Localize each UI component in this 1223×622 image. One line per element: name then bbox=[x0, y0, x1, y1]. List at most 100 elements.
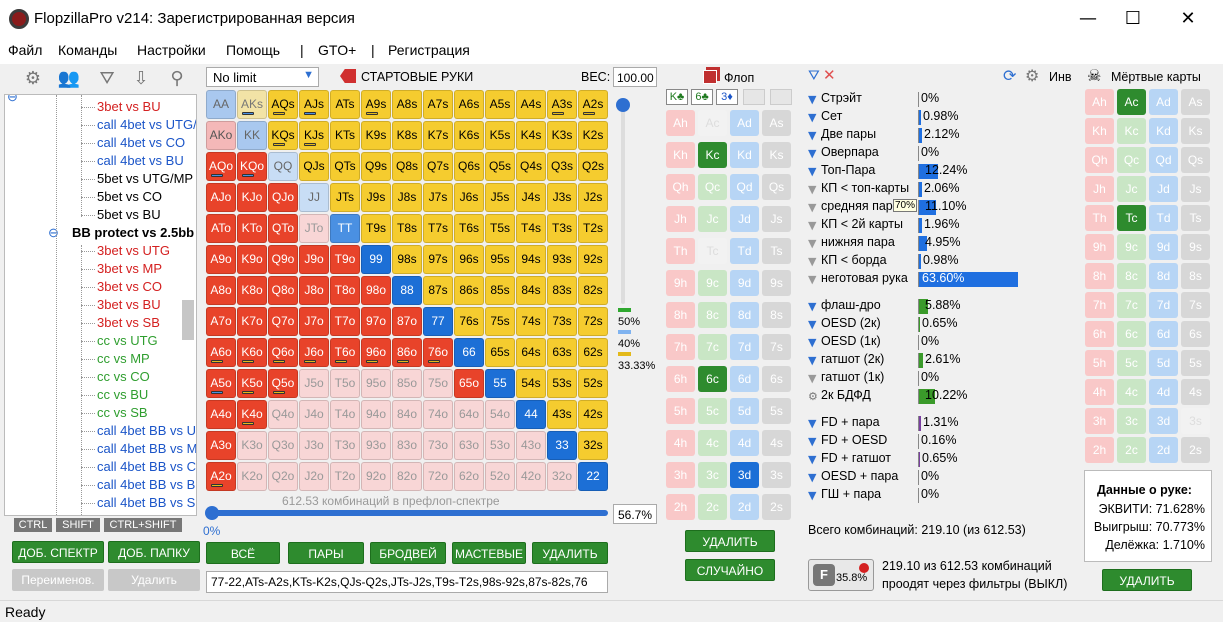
filter-toggle-icon[interactable]: ▼ bbox=[808, 201, 817, 214]
hand-cell[interactable]: J5s bbox=[485, 183, 515, 212]
dead-card-9s[interactable]: 9s bbox=[1181, 234, 1210, 260]
dead-card-8h[interactable]: 8h bbox=[1085, 263, 1114, 289]
hand-cell[interactable]: 99 bbox=[361, 245, 391, 274]
filter-toggle-icon[interactable]: ⚙ bbox=[808, 390, 818, 403]
filter-toggle-icon[interactable]: ▼ bbox=[808, 93, 817, 106]
hand-cell[interactable]: KTs bbox=[330, 121, 360, 150]
hand-cell[interactable]: Q3s bbox=[547, 152, 577, 181]
hand-cell[interactable]: 84s bbox=[516, 276, 546, 305]
flop-card-6h[interactable]: 6h bbox=[666, 366, 695, 392]
gear-icon[interactable]: ⚙ bbox=[1025, 66, 1040, 85]
hand-cell[interactable]: TT bbox=[330, 214, 360, 243]
filter-toggle-icon[interactable]: ▼ bbox=[808, 489, 817, 502]
hand-cell[interactable]: 97o bbox=[361, 307, 391, 336]
flop-card-Jh[interactable]: Jh bbox=[666, 206, 695, 232]
hand-cell[interactable]: 83o bbox=[392, 431, 422, 460]
flop-random-button[interactable]: СЛУЧАЙНО bbox=[685, 559, 775, 581]
tree-item[interactable]: 5bet vs CO bbox=[97, 189, 163, 204]
tree-item[interactable]: cc vs CO bbox=[97, 369, 150, 384]
filter-toggle-icon[interactable]: ▼ bbox=[808, 453, 817, 466]
filter-toggle-icon[interactable]: ▼ bbox=[808, 417, 817, 430]
flop-card-8d[interactable]: 8d bbox=[730, 302, 759, 328]
hand-cell[interactable]: K3s bbox=[547, 121, 577, 150]
flop-card-6c[interactable]: 6c bbox=[698, 366, 727, 392]
hand-cell[interactable]: Q7o bbox=[268, 307, 298, 336]
tree-item[interactable]: call 4bet BB vs M bbox=[97, 441, 197, 456]
tree-item[interactable]: 5bet vs BU bbox=[97, 207, 161, 222]
flop-card-3s[interactable]: 3s bbox=[762, 462, 791, 488]
hand-cell[interactable]: K6s bbox=[454, 121, 484, 150]
range-slider-track[interactable] bbox=[206, 510, 608, 516]
hand-cell[interactable]: Q5s bbox=[485, 152, 515, 181]
dead-card-4h[interactable]: 4h bbox=[1085, 379, 1114, 405]
hand-cell[interactable]: Q2o bbox=[268, 462, 298, 491]
flop-card-Jd[interactable]: Jd bbox=[730, 206, 759, 232]
tree-item[interactable]: BB protect vs 2.5bb bbox=[72, 225, 195, 240]
hand-cell[interactable]: 84o bbox=[392, 400, 422, 429]
refresh-icon[interactable]: ⟳ bbox=[1003, 66, 1017, 85]
hand-cell[interactable]: AJo bbox=[206, 183, 236, 212]
dead-card-Jh[interactable]: Jh bbox=[1085, 176, 1114, 202]
hand-cell[interactable]: K5o bbox=[237, 369, 267, 398]
broadway-button[interactable]: БРОДВЕЙ bbox=[370, 542, 446, 564]
flop-card-grid[interactable]: Ah Ac Ad As Kh Kc Kd Ks Qh Qc Qd Qs Jh Jc Jd Js Th Tc Td Ts… bbox=[666, 110, 794, 526]
filter-toggle-button[interactable]: F 35.8% bbox=[808, 559, 874, 591]
flop-card-8h[interactable]: 8h bbox=[666, 302, 695, 328]
hand-cell[interactable]: KQo bbox=[237, 152, 267, 181]
tree-item[interactable]: 3bet vs SB bbox=[97, 315, 160, 330]
arrow-left-icon[interactable] bbox=[340, 69, 356, 83]
flop-card-9c[interactable]: 9c bbox=[698, 270, 727, 296]
hand-cell[interactable]: 52o bbox=[485, 462, 515, 491]
river-card-slot[interactable] bbox=[770, 89, 792, 105]
hand-cell[interactable]: 76s bbox=[454, 307, 484, 336]
flop-card-5d[interactable]: 5d bbox=[730, 398, 759, 424]
dead-card-3s[interactable]: 3s bbox=[1181, 408, 1210, 434]
hand-cell[interactable]: J7o bbox=[299, 307, 329, 336]
hand-cell[interactable]: 73s bbox=[547, 307, 577, 336]
hand-cell[interactable]: ATo bbox=[206, 214, 236, 243]
dead-card-3h[interactable]: 3h bbox=[1085, 408, 1114, 434]
hand-cell[interactable]: 77 bbox=[423, 307, 453, 336]
flop-card-2c[interactable]: 2c bbox=[698, 494, 727, 520]
flop-card-2s[interactable]: 2s bbox=[762, 494, 791, 520]
rename-button[interactable]: Переименов. bbox=[12, 569, 104, 591]
flop-card-3d[interactable]: 3d bbox=[730, 462, 759, 488]
hand-cell[interactable]: 64o bbox=[454, 400, 484, 429]
flop-card-2d[interactable]: 2d bbox=[730, 494, 759, 520]
hand-cell[interactable]: 87s bbox=[423, 276, 453, 305]
dead-card-Qd[interactable]: Qd bbox=[1149, 147, 1178, 173]
flop-card-5h[interactable]: 5h bbox=[666, 398, 695, 424]
dead-card-2h[interactable]: 2h bbox=[1085, 437, 1114, 463]
hand-cell[interactable]: T9o bbox=[330, 245, 360, 274]
dead-card-Kc[interactable]: Kc bbox=[1117, 118, 1146, 144]
pairs-button[interactable]: ПАРЫ bbox=[288, 542, 364, 564]
filter-toggle-icon[interactable]: ▼ bbox=[808, 354, 817, 367]
tree-item[interactable]: cc vs UTG bbox=[97, 333, 158, 348]
hand-cell[interactable]: 42o bbox=[516, 462, 546, 491]
tree-item[interactable]: call 4bet BB vs S bbox=[97, 495, 196, 510]
hand-cell[interactable]: J4s bbox=[516, 183, 546, 212]
filter-toggle-icon[interactable]: ▼ bbox=[808, 183, 817, 196]
dead-card-7h[interactable]: 7h bbox=[1085, 292, 1114, 318]
hand-cell[interactable]: A5s bbox=[485, 90, 515, 119]
hand-cell[interactable]: Q6s bbox=[454, 152, 484, 181]
hand-cell[interactable]: JTs bbox=[330, 183, 360, 212]
hand-cell[interactable]: J9s bbox=[361, 183, 391, 212]
dead-card-Qh[interactable]: Qh bbox=[1085, 147, 1114, 173]
hand-cell[interactable]: Q8s bbox=[392, 152, 422, 181]
tree-item[interactable]: call 4bet vs CO bbox=[97, 135, 186, 150]
filter-toggle-icon[interactable]: ▼ bbox=[808, 273, 817, 286]
flop-card-4c[interactable]: 4c bbox=[698, 430, 727, 456]
hand-cell[interactable]: 32o bbox=[547, 462, 577, 491]
filter-toggle-icon[interactable]: ▼ bbox=[808, 237, 817, 250]
filter-icon[interactable]: ⛛ bbox=[99, 68, 115, 89]
hand-cell[interactable]: Q3o bbox=[268, 431, 298, 460]
flop-card-3c[interactable]: 3c bbox=[698, 462, 727, 488]
dead-card-Qs[interactable]: Qs bbox=[1181, 147, 1210, 173]
flop-card-Ah[interactable]: Ah bbox=[666, 110, 695, 136]
hand-cell[interactable]: T8s bbox=[392, 214, 422, 243]
hand-grid[interactable]: AA AKs AQs AJs ATs A9s A8s A7s A6s A5s A4s A3s A2s AK… bbox=[206, 90, 610, 493]
hand-cell[interactable]: J2s bbox=[578, 183, 608, 212]
hand-cell[interactable]: T6o bbox=[330, 338, 360, 367]
add-range-button[interactable]: ДОБ. СПЕКТР bbox=[12, 541, 104, 563]
